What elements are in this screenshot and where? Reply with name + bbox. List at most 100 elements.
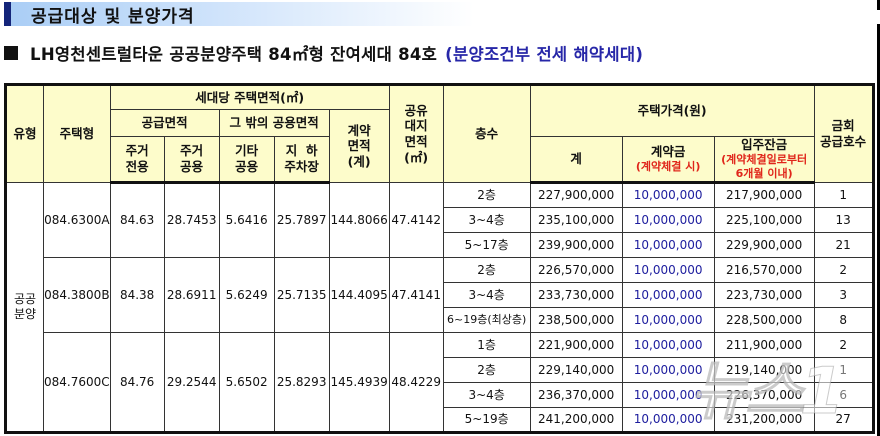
table-row: 6~19층(최상층) 238,500,000 10,000,000 228,50… (6, 307, 874, 333)
header-floors: 층수 (442, 84, 531, 183)
land-area-cell: 47.4141 (388, 257, 444, 333)
header-exclusive: 주거 전용 (109, 136, 165, 184)
table-row: 084.7600C 84.76 29.2544 5.6502 25.8293 1… (6, 332, 874, 433)
total-price-cell: 233,730,000 (529, 282, 623, 308)
units-cell: 3 (813, 282, 874, 308)
units-cell: 2 (813, 332, 874, 358)
floor-cell: 3~4층 (442, 282, 531, 308)
balance-cell: 216,570,000 (713, 257, 815, 283)
units-cell: 21 (813, 232, 874, 258)
units-cell: 13 (813, 207, 874, 233)
floor-cell: 6~19층(최상층) (442, 307, 531, 333)
table-row: 084.3800B 84.38 28.6911 5.6249 25.7135 1… (6, 257, 874, 333)
square-bullet-icon (4, 46, 18, 60)
floor-cell: 3~4층 (442, 382, 531, 408)
header-balance: 입주잔금 (계약체결일로부터 6개월 이내) (713, 136, 815, 184)
residential-common-cell: 29.2544 (163, 332, 220, 433)
contract-area-cell: 144.8066 (328, 182, 390, 258)
header-contract-area: 계약 면적 (계) (328, 109, 390, 183)
balance-cell: 228,500,000 (713, 307, 815, 333)
total-price-cell: 226,570,000 (529, 257, 623, 283)
floor-cell: 2층 (442, 257, 531, 283)
housing-type-cell: 084.6300A (43, 182, 111, 258)
balance-cell: 219,140,000 (713, 357, 815, 383)
parking-cell: 25.8293 (273, 332, 330, 433)
balance-cell: 229,900,000 (713, 232, 815, 258)
section-title: 공급대상 및 분양가격 (31, 6, 195, 27)
deposit-cell: 10,000,000 (621, 382, 715, 408)
table-row: 5~17층 239,900,000 10,000,000 229,900,000… (6, 232, 874, 258)
balance-cell: 217,900,000 (713, 182, 815, 208)
header-land-area: 공유 대지 면적 (㎡) (388, 84, 444, 183)
page-edge (877, 0, 880, 436)
table-row: 3~4층 233,730,000 10,000,000 223,730,000 … (6, 282, 874, 308)
table-row: 공공 분양 084.6300A 84.63 28.7453 5.6416 25.7… (5, 182, 874, 433)
floor-cell: 5~19층 (442, 407, 531, 433)
balance-cell: 223,730,000 (713, 282, 815, 308)
header-other-common-sub: 기타 공용 (218, 136, 275, 184)
total-price-cell: 221,900,000 (529, 332, 623, 358)
header-total: 계 (529, 136, 623, 184)
subtitle-note: (분양조건부 전세 해약세대) (445, 45, 644, 64)
deposit-cell: 10,000,000 (621, 407, 715, 433)
total-price-cell: 236,370,000 (529, 382, 623, 408)
table-row: 5~19층 241,200,000 10,000,000 231,200,000… (6, 407, 874, 433)
units-cell: 2 (813, 257, 874, 283)
residential-common-cell: 28.6911 (163, 257, 220, 333)
total-price-cell: 238,500,000 (529, 307, 623, 333)
parking-cell: 25.7135 (273, 257, 330, 333)
residential-common-cell: 28.7453 (163, 182, 220, 258)
exclusive-cell: 84.63 (109, 182, 165, 258)
header-units: 금회 공급호수 (813, 84, 874, 183)
floor-cell: 1층 (442, 332, 531, 358)
total-price-cell: 239,900,000 (529, 232, 623, 258)
parking-cell: 25.7897 (273, 182, 330, 258)
deposit-cell: 10,000,000 (621, 207, 715, 233)
table-subtitle: LH영천센트럴타운 공공분양주택 84㎡형 잔여세대 84호 (분양조건부 전세… (4, 40, 643, 66)
table-row: 2층 229,140,000 10,000,000 219,140,000 1 (6, 357, 874, 383)
header-type: 유형 (5, 84, 44, 183)
total-price-cell: 241,200,000 (529, 407, 623, 433)
floor-cell: 2층 (442, 357, 531, 383)
housing-type-cell: 084.3800B (43, 257, 111, 333)
section-header: 공급대상 및 분양가격 (4, 2, 474, 27)
contract-area-cell: 145.4939 (328, 332, 390, 433)
floor-cell: 5~17층 (442, 232, 531, 258)
category-cell: 공공 분양 (5, 182, 44, 433)
deposit-cell: 10,000,000 (621, 307, 715, 333)
header-housing-type: 주택형 (43, 84, 111, 183)
units-cell: 6 (813, 382, 874, 408)
deposit-cell: 10,000,000 (621, 332, 715, 358)
units-cell: 8 (813, 307, 874, 333)
total-price-cell: 227,900,000 (529, 182, 623, 208)
units-cell: 27 (813, 407, 874, 433)
header-parking: 지 하 주차장 (273, 136, 330, 184)
total-price-cell: 235,100,000 (529, 207, 623, 233)
deposit-cell: 10,000,000 (621, 232, 715, 258)
header-supply-area: 공급면적 (109, 109, 220, 137)
contract-area-cell: 144.4095 (328, 257, 390, 333)
other-common-cell: 5.6249 (218, 257, 275, 333)
supply-price-table: 유형 주택형 세대당 주택면적(㎡) 공유 대지 면적 (㎡) 층수 주택가격(원)… (4, 83, 875, 434)
exclusive-cell: 84.76 (109, 332, 165, 433)
header-residential-common: 주거 공용 (163, 136, 220, 184)
balance-cell: 231,200,000 (713, 407, 815, 433)
deposit-cell: 10,000,000 (621, 357, 715, 383)
land-area-cell: 48.4229 (388, 332, 444, 433)
land-area-cell: 47.4142 (388, 182, 444, 258)
balance-cell: 226,370,000 (713, 382, 815, 408)
table-row: 3~4층 235,100,000 10,000,000 225,100,000 … (6, 207, 874, 233)
deposit-cell: 10,000,000 (621, 182, 715, 208)
table-row: 3~4층 236,370,000 10,000,000 226,370,000 … (6, 382, 874, 408)
housing-type-cell: 084.7600C (43, 332, 111, 433)
balance-cell: 211,900,000 (713, 332, 815, 358)
other-common-cell: 5.6416 (218, 182, 275, 258)
units-cell: 1 (813, 182, 874, 208)
header-other-common: 그 밖의 공용면적 (218, 109, 330, 137)
header-price-group: 주택가격(원) (529, 84, 815, 137)
header-area-group: 세대당 주택면적(㎡) (109, 84, 390, 110)
exclusive-cell: 84.38 (109, 257, 165, 333)
units-cell: 1 (813, 357, 874, 383)
section-accent-bar (4, 2, 11, 26)
other-common-cell: 5.6502 (218, 332, 275, 433)
